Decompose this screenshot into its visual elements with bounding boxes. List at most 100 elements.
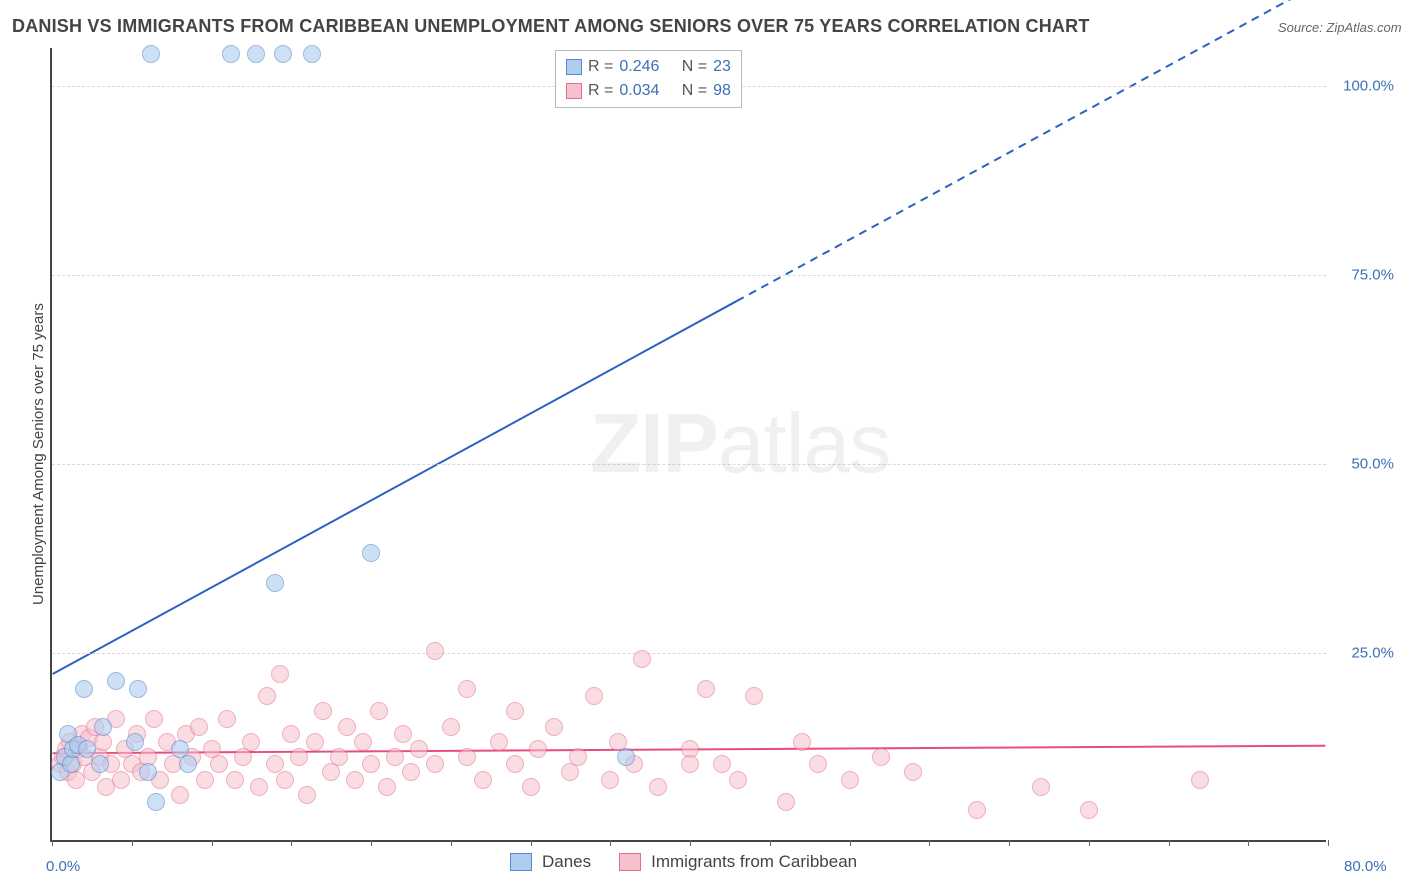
x-minor-tick [1009,840,1010,846]
data-point [190,718,208,736]
legend-swatch [566,83,582,99]
data-point [282,725,300,743]
data-point [145,710,163,728]
data-point [147,793,165,811]
x-minor-tick [1328,840,1329,846]
data-point [222,45,240,63]
legend-swatch [619,853,641,871]
data-point [290,748,308,766]
data-point [370,702,388,720]
y-tick-label: 50.0% [1351,455,1394,472]
data-point [841,771,859,789]
data-point [91,755,109,773]
x-minor-tick [132,840,133,846]
trend-line-dashed [737,0,1326,301]
watermark: ZIPatlas [590,395,890,492]
x-minor-tick [1089,840,1090,846]
data-point [274,45,292,63]
data-point [306,733,324,751]
data-point [276,771,294,789]
data-point [426,642,444,660]
data-point [266,574,284,592]
x-minor-tick [610,840,611,846]
data-point [250,778,268,796]
source-label: Source: ZipAtlas.com [1278,20,1402,35]
legend-n-value: 23 [713,55,731,79]
data-point [338,718,356,736]
data-point [522,778,540,796]
legend-n-value: 98 [713,79,731,103]
data-point [713,755,731,773]
data-point [179,755,197,773]
data-point [633,650,651,668]
x-minor-tick [1169,840,1170,846]
y-axis-label: Unemployment Among Seniors over 75 years [30,303,47,605]
legend-swatch [566,59,582,75]
data-point [490,733,508,751]
data-point [218,710,236,728]
x-minor-tick [531,840,532,846]
data-point [78,740,96,758]
data-point [126,733,144,751]
data-point [601,771,619,789]
data-point [569,748,587,766]
data-point [904,763,922,781]
data-point [112,771,130,789]
data-point [458,748,476,766]
data-point [506,755,524,773]
data-point [258,687,276,705]
data-point [968,801,986,819]
data-point [378,778,396,796]
data-point [210,755,228,773]
data-point [697,680,715,698]
data-point [247,45,265,63]
x-minor-tick [451,840,452,846]
data-point [314,702,332,720]
legend-n-label: N = [677,79,707,103]
data-point [617,748,635,766]
data-point [139,763,157,781]
data-point [171,786,189,804]
data-point [107,672,125,690]
data-point [271,665,289,683]
x-minor-tick [291,840,292,846]
legend-r-label: R = [588,79,613,103]
data-point [793,733,811,751]
data-point [545,718,563,736]
x-minor-tick [690,840,691,846]
legend-stat-row: R =0.034 N =98 [566,79,731,103]
data-point [649,778,667,796]
data-point [142,45,160,63]
data-point [330,748,348,766]
watermark-bold: ZIP [590,396,718,490]
watermark-light: atlas [718,396,890,490]
x-minor-tick [1248,840,1249,846]
x-minor-tick [371,840,372,846]
data-point [242,733,260,751]
data-point [745,687,763,705]
data-point [394,725,412,743]
x-axis-max-label: 80.0% [1344,858,1387,875]
data-point [442,718,460,736]
data-point [529,740,547,758]
data-point [1032,778,1050,796]
data-point [410,740,428,758]
data-point [129,680,147,698]
data-point [386,748,404,766]
data-point [362,544,380,562]
x-minor-tick [770,840,771,846]
data-point [298,786,316,804]
y-tick-label: 75.0% [1351,266,1394,283]
data-point [1080,801,1098,819]
data-point [777,793,795,811]
data-point [75,680,93,698]
data-point [585,687,603,705]
legend-stats-box: R =0.246 N =23R =0.034 N =98 [555,50,742,108]
x-minor-tick [850,840,851,846]
data-point [872,748,890,766]
data-point [1191,771,1209,789]
legend-series: DanesImmigrants from Caribbean [510,852,875,872]
legend-series-name: Danes [542,852,591,872]
legend-r-value: 0.246 [619,55,671,79]
data-point [346,771,364,789]
